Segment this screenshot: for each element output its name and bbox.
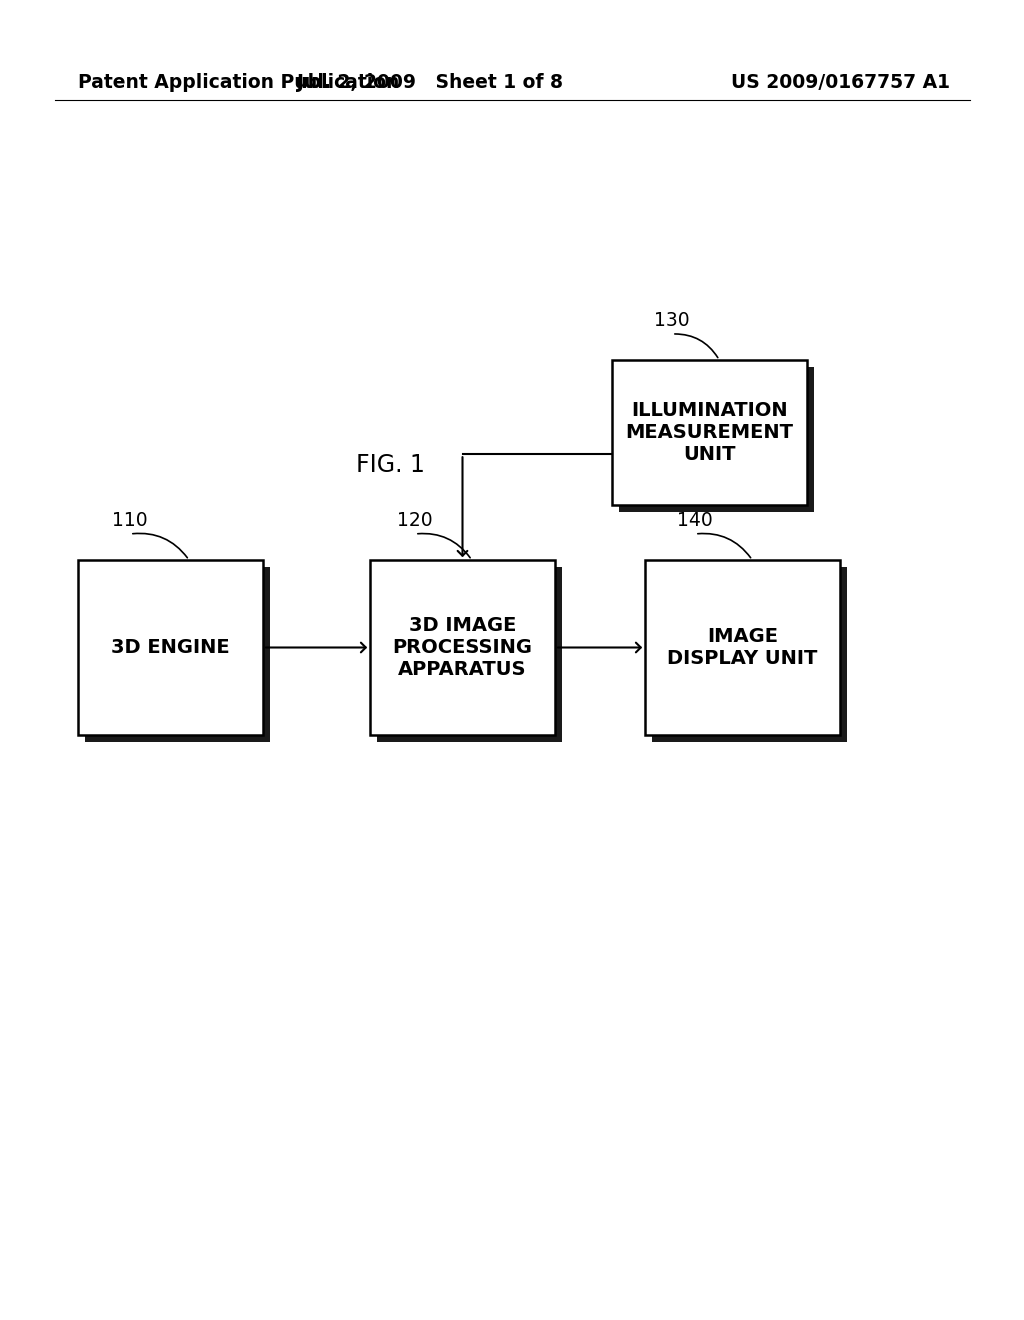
Text: FIG. 1: FIG. 1	[355, 453, 424, 477]
Bar	[377, 568, 562, 742]
Text: 120: 120	[397, 511, 433, 531]
Text: ILLUMINATION
MEASUREMENT
UNIT: ILLUMINATION MEASUREMENT UNIT	[626, 401, 794, 465]
Text: Patent Application Publication: Patent Application Publication	[78, 73, 399, 91]
Bar	[85, 568, 270, 742]
Text: 140: 140	[677, 511, 713, 531]
Bar	[612, 360, 807, 506]
Bar	[618, 367, 814, 512]
Bar	[645, 560, 840, 735]
Bar	[370, 560, 555, 735]
Text: 3D IMAGE
PROCESSING
APPARATUS: 3D IMAGE PROCESSING APPARATUS	[392, 616, 532, 678]
Text: 110: 110	[113, 511, 147, 531]
Text: 3D ENGINE: 3D ENGINE	[112, 638, 229, 657]
Text: 130: 130	[654, 312, 690, 330]
Bar	[78, 560, 263, 735]
Text: IMAGE
DISPLAY UNIT: IMAGE DISPLAY UNIT	[668, 627, 818, 668]
Bar	[652, 568, 847, 742]
Text: US 2009/0167757 A1: US 2009/0167757 A1	[731, 73, 950, 91]
Text: Jul. 2, 2009   Sheet 1 of 8: Jul. 2, 2009 Sheet 1 of 8	[297, 73, 563, 91]
